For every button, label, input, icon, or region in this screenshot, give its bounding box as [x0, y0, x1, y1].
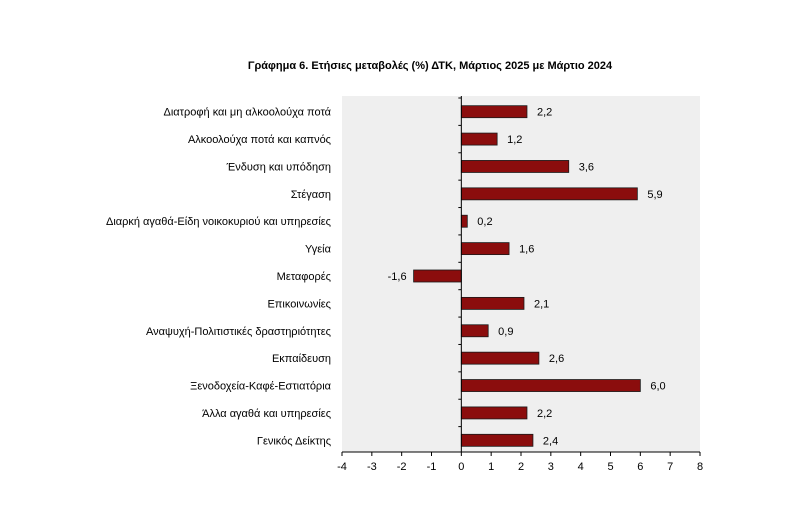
category-label: Ξενοδοχεία-Καφέ-Εστιατόρια: [190, 381, 331, 393]
value-labels: 2,2 1,2 3,6 5,9 0,2 1,6 -1,6 2,1 0,9 2,6 6,0 2,2 2,4: [388, 107, 666, 448]
x-tick-label: 0: [458, 461, 464, 473]
value-label: 0,2: [477, 216, 492, 228]
value-label: 2,4: [543, 435, 558, 447]
bar: [460, 214, 468, 228]
category-label: Άλλα αγαθά και υπηρεσίες: [202, 408, 331, 420]
value-label: 1,2: [507, 134, 522, 146]
category-label: Αλκοολούχα ποτά και καπνός: [188, 134, 331, 146]
value-label: 6,0: [650, 381, 665, 393]
bar: [460, 379, 641, 392]
value-label: 5,9: [647, 189, 662, 201]
bar: [460, 324, 489, 338]
x-tick-label: 6: [637, 461, 643, 473]
category-label: Διατροφή και μη αλκοολούχα ποτά: [164, 107, 332, 119]
value-label: 1,6: [519, 244, 534, 256]
x-tick-label: -4: [337, 461, 347, 473]
bar: [460, 242, 510, 256]
bar: [460, 406, 528, 420]
bar: [460, 296, 525, 310]
chart-title: Γράφημα 6. Ετήσιες μεταβολές (%) ΔΤΚ, Μά…: [247, 60, 613, 72]
x-tick-label: -2: [397, 461, 407, 473]
category-label: Εκπαίδευση: [272, 353, 331, 365]
bar: [460, 105, 528, 119]
x-tick-label: -3: [367, 461, 377, 473]
category-label: Στέγαση: [291, 189, 331, 201]
category-label: Μεταφορές: [277, 271, 331, 283]
x-tick-label: -1: [427, 461, 437, 473]
x-tick-label: 7: [667, 461, 673, 473]
bar: [460, 160, 570, 173]
bar: [460, 433, 534, 447]
category-labels: Διατροφή και μη αλκοολούχα ποτά Αλκοολούχ…: [106, 107, 332, 448]
x-axis: -4 -3 -2 -1 0 1 2 3 4 5 6 7 8: [337, 96, 703, 473]
category-label: Υγεία: [305, 244, 332, 256]
x-tick-label: 8: [697, 461, 703, 473]
value-label: 2,6: [549, 353, 564, 365]
x-tick-label: 5: [607, 461, 613, 473]
value-label: 0,9: [498, 326, 513, 338]
value-label: 2,2: [537, 107, 552, 119]
category-label: Ένδυση και υπόδηση: [226, 161, 331, 173]
x-tick-label: 1: [488, 461, 494, 473]
bar: [460, 351, 540, 365]
value-label: -1,6: [388, 271, 407, 283]
x-tick-label: 2: [518, 461, 524, 473]
category-label: Αναψυχή-Πολιτιστικές δραστηριότητες: [146, 326, 331, 338]
bar: [413, 269, 462, 283]
bar: [460, 132, 498, 146]
category-label: Επικοινωνίες: [267, 298, 331, 310]
value-label: 2,2: [537, 408, 552, 420]
category-label: Διαρκή αγαθά-Είδη νοικοκυριού και υπηρεσ…: [106, 216, 331, 228]
bar: [460, 187, 638, 201]
category-label: Γενικός Δείκτης: [257, 435, 331, 447]
plot-area: [342, 96, 700, 452]
x-tick-label: 3: [548, 461, 554, 473]
x-tick-label: 4: [578, 461, 584, 473]
value-label: 3,6: [579, 161, 594, 173]
value-label: 2,1: [534, 298, 549, 310]
